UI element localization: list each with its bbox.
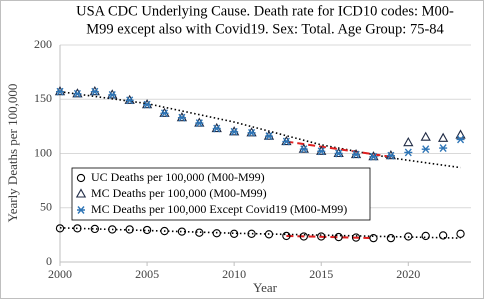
legend-label: UC Deaths per 100,000 (M00-M99) xyxy=(91,170,265,184)
marker xyxy=(247,128,256,137)
marker xyxy=(125,225,134,234)
marker xyxy=(160,109,169,118)
y-axis-label: Yearly Deaths per 100,000 xyxy=(5,84,20,223)
marker xyxy=(263,130,275,140)
chart-title: M99 except also with Covid19. Sex: Total… xyxy=(86,21,444,37)
marker xyxy=(54,86,66,96)
marker xyxy=(264,132,273,141)
marker xyxy=(108,90,117,99)
y-tick-label: 100 xyxy=(34,145,52,159)
marker xyxy=(352,150,361,159)
marker xyxy=(159,107,170,117)
marker xyxy=(143,100,152,109)
marker xyxy=(230,127,239,136)
legend-label: MC Deaths per 100,000 (M00-M99) xyxy=(91,186,267,200)
marker xyxy=(142,225,152,235)
marker xyxy=(333,147,344,158)
marker xyxy=(77,206,85,214)
marker xyxy=(211,122,222,133)
marker xyxy=(317,147,326,156)
marker xyxy=(195,119,204,128)
marker xyxy=(455,129,466,139)
marker xyxy=(369,152,378,161)
marker xyxy=(194,117,205,127)
x-tick-label: 2015 xyxy=(309,267,333,281)
marker xyxy=(212,124,221,133)
marker xyxy=(334,232,343,242)
marker xyxy=(247,229,256,238)
marker xyxy=(317,232,326,241)
marker xyxy=(298,143,309,153)
y-tick-label: 50 xyxy=(40,200,52,214)
marker xyxy=(386,233,396,243)
y-tick-label: 150 xyxy=(34,91,52,105)
y-tick-label: 0 xyxy=(46,254,52,268)
marker xyxy=(89,86,100,96)
marker xyxy=(404,232,413,241)
marker xyxy=(195,228,204,237)
marker xyxy=(421,145,430,154)
marker xyxy=(351,233,361,242)
marker xyxy=(73,89,82,98)
trendline xyxy=(59,227,461,239)
y-tick-label: 200 xyxy=(34,37,52,51)
marker xyxy=(316,145,327,155)
marker xyxy=(230,229,239,238)
x-axis-label: Year xyxy=(253,280,278,295)
marker xyxy=(299,232,308,241)
marker xyxy=(90,87,99,96)
marker xyxy=(439,144,448,153)
marker xyxy=(141,99,153,109)
marker xyxy=(264,230,274,239)
chart-title: USA CDC Underlying Cause. Death rate for… xyxy=(76,3,454,19)
legend-box xyxy=(71,167,371,221)
marker xyxy=(386,151,395,160)
marker xyxy=(176,112,188,122)
marker xyxy=(404,148,413,157)
marker xyxy=(177,227,187,236)
x-tick-label: 2010 xyxy=(222,267,246,281)
marker xyxy=(56,87,64,96)
marker xyxy=(281,135,292,146)
x-tick-label: 2000 xyxy=(48,267,72,281)
legend-label: MC Deaths per 100,000 Except Covid19 (M0… xyxy=(91,202,347,216)
marker xyxy=(420,131,431,141)
marker xyxy=(160,226,169,236)
marker xyxy=(177,113,186,122)
marker xyxy=(369,233,378,243)
marker xyxy=(282,137,291,146)
marker xyxy=(334,149,343,158)
marker xyxy=(385,150,397,160)
x-tick-label: 2020 xyxy=(396,267,420,281)
marker xyxy=(229,126,240,136)
marker xyxy=(282,231,291,241)
marker xyxy=(76,173,86,183)
marker xyxy=(299,145,308,154)
marker xyxy=(456,135,465,144)
trendline xyxy=(286,234,374,240)
marker xyxy=(421,231,430,241)
marker xyxy=(72,88,83,98)
marker xyxy=(246,127,257,137)
marker xyxy=(212,229,221,238)
marker xyxy=(75,188,87,198)
x-tick-label: 2005 xyxy=(135,267,159,281)
marker xyxy=(55,224,65,233)
marker xyxy=(90,224,99,234)
marker xyxy=(108,225,117,234)
marker xyxy=(107,89,118,99)
marker xyxy=(438,231,448,240)
marker xyxy=(368,151,379,161)
marker xyxy=(125,96,134,105)
marker xyxy=(437,132,449,142)
marker xyxy=(73,224,82,233)
marker xyxy=(403,137,414,147)
marker xyxy=(456,229,465,238)
marker xyxy=(350,148,362,159)
marker xyxy=(124,94,135,104)
